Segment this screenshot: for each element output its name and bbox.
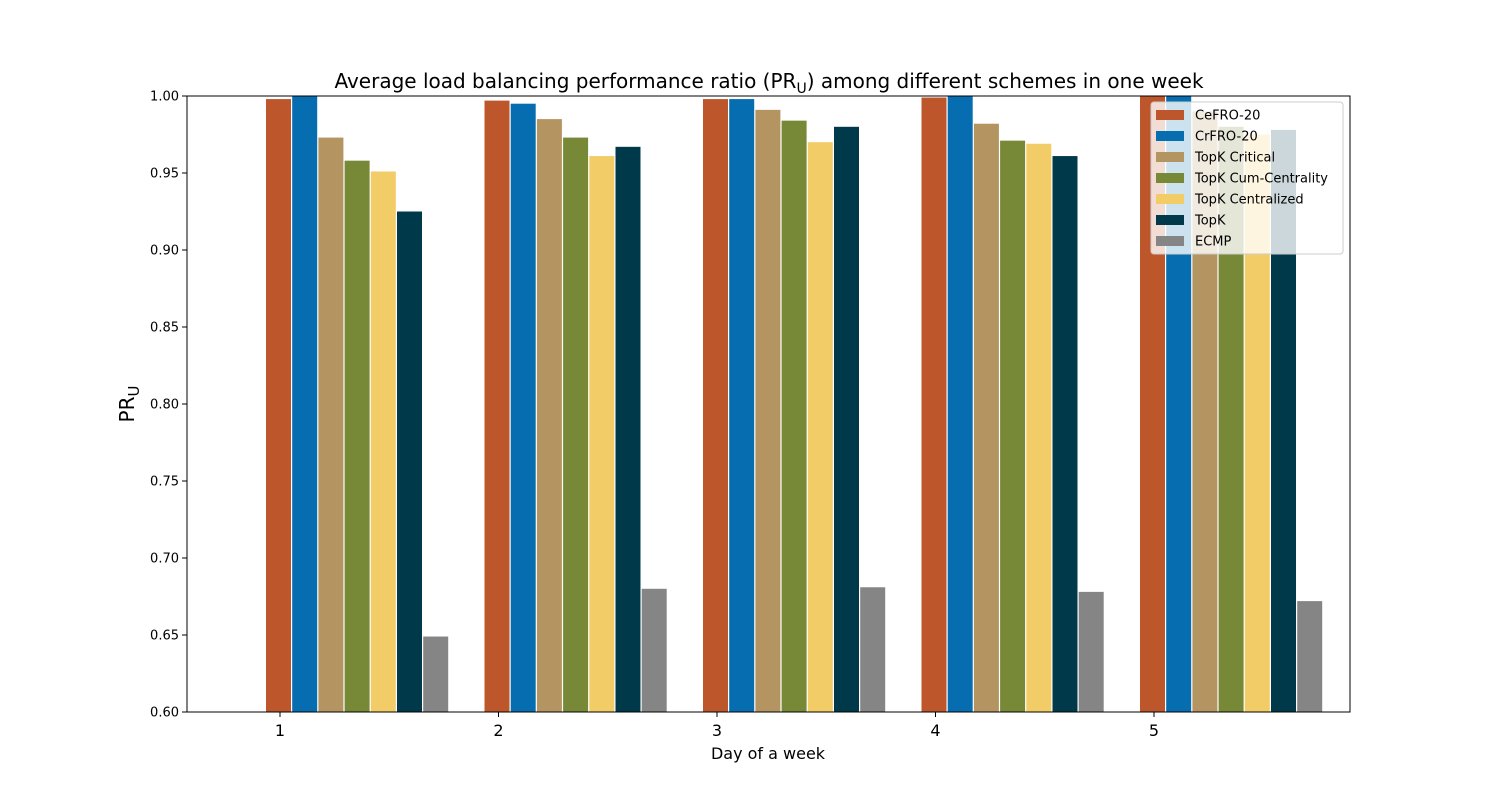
legend-label-topk-cum-centrality: TopK Cum-Centrality (1194, 172, 1328, 187)
y-tick-label: 0.75 (150, 475, 179, 490)
bar-topk-centralized-day-2 (589, 156, 615, 712)
x-tick-label: 5 (1149, 721, 1159, 740)
bar-crfro-20-day-4 (947, 96, 973, 712)
legend-label-topk-critical: TopK Critical (1194, 151, 1275, 166)
legend-label-topk: TopK (1194, 214, 1226, 229)
legend-label-cefro-20: CeFRO-20 (1195, 109, 1260, 124)
x-tick-label: 4 (930, 721, 940, 740)
y-tick-label: 0.70 (150, 552, 179, 567)
y-tick-label: 0.80 (150, 398, 179, 413)
legend-label-crfro-20: CrFRO-20 (1195, 130, 1258, 145)
bar-crfro-20-day-3 (729, 99, 755, 712)
bar-topk-centralized-day-4 (1026, 143, 1052, 713)
legend-swatch-topk (1156, 215, 1184, 225)
legend-label-ecmp: ECMP (1195, 235, 1232, 250)
bar-topk-cum-centrality-day-2 (563, 137, 589, 712)
y-tick-label: 1.00 (150, 90, 179, 105)
bar-cefro-20-day-3 (703, 99, 728, 712)
x-axis-label: Day of a week (711, 744, 826, 763)
bar-topk-day-3 (834, 126, 859, 713)
bars-group (266, 96, 1323, 713)
bar-crfro-20-day-1 (292, 96, 318, 712)
legend-swatch-topk-cum-centrality (1156, 173, 1184, 183)
y-tick-label: 0.65 (150, 629, 179, 644)
bar-topk-critical-day-3 (755, 109, 781, 713)
x-tick-label: 1 (275, 721, 285, 740)
legend-swatch-crfro-20 (1156, 131, 1184, 141)
bar-topk-critical-day-2 (536, 119, 562, 713)
y-axis: 0.60 0.65 0.70 0.75 0.80 0.85 0.90 0.95 1.00 (150, 90, 187, 721)
y-tick-label: 0.90 (150, 244, 179, 259)
legend-swatch-topk-centralized (1156, 194, 1184, 204)
bar-cefro-20-day-2 (484, 100, 510, 713)
legend-swatch-cefro-20 (1156, 110, 1184, 120)
bar-cefro-20-day-4 (921, 97, 947, 713)
chart-title: Average load balancing performance ratio… (334, 69, 1203, 97)
bar-ecmp-day-5 (1297, 601, 1323, 712)
legend-swatch-ecmp (1156, 236, 1184, 246)
bar-ecmp-day-3 (860, 587, 886, 712)
bar-ecmp-day-4 (1078, 591, 1104, 712)
plot-frame (186, 95, 1351, 713)
legend: CeFRO-20 CrFRO-20 TopK Critical TopK Cum-Ce… (1150, 101, 1344, 255)
y-tick-label: 0.85 (150, 321, 179, 336)
bar-topk-cum-centrality-day-3 (781, 120, 807, 712)
bar-topk-day-2 (615, 146, 641, 712)
legend-box (1150, 101, 1344, 255)
bar-topk-day-4 (1052, 156, 1078, 712)
bar-topk-critical-day-4 (973, 123, 999, 713)
bar-topk-day-1 (397, 211, 422, 712)
y-axis-label: PRU (115, 386, 143, 423)
bar-ecmp-day-2 (641, 588, 667, 712)
legend-label-topk-centralized: TopK Centralized (1194, 193, 1304, 208)
bar-cefro-20-day-1 (266, 99, 291, 712)
bar-ecmp-day-1 (423, 636, 449, 712)
y-tick-label: 0.95 (150, 167, 179, 182)
x-tick-label: 3 (712, 721, 722, 740)
legend-swatch-topk-critical (1156, 152, 1184, 162)
bar-topk-cum-centrality-day-4 (1000, 140, 1026, 712)
bar-topk-critical-day-1 (318, 137, 344, 712)
x-tick-label: 2 (493, 721, 503, 740)
bar-topk-centralized-day-3 (807, 142, 833, 712)
bar-topk-cum-centrality-day-1 (344, 160, 370, 712)
bar-crfro-20-day-2 (510, 103, 536, 712)
x-axis: 1 2 3 4 5 (275, 712, 1159, 740)
bar-topk-centralized-day-1 (370, 171, 396, 712)
y-tick-label: 0.60 (150, 706, 179, 721)
